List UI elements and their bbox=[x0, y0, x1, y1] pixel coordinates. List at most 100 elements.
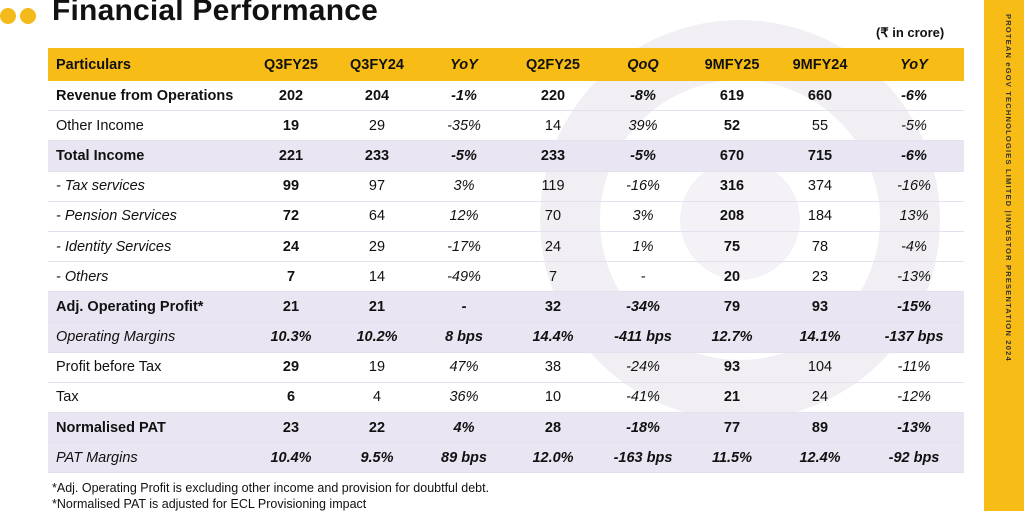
row-label: Revenue from Operations bbox=[48, 81, 248, 112]
cell: 3% bbox=[598, 201, 688, 232]
table-row: PAT Margins 10.4% 9.5% 89 bps 12.0% -163… bbox=[48, 442, 964, 474]
cell: 14 bbox=[334, 261, 420, 293]
cell: 99 bbox=[248, 171, 334, 202]
table-row: Revenue from Operations 202 204 -1% 220 … bbox=[48, 81, 964, 112]
table-row: Profit before Tax 29 19 47% 38 -24% 93 1… bbox=[48, 352, 964, 383]
cell: 24 bbox=[248, 231, 334, 263]
header-yoy-9m: YoY bbox=[864, 48, 964, 81]
cell: -6% bbox=[864, 140, 964, 172]
cell: 10.4% bbox=[248, 442, 334, 474]
table-header-row: Particulars Q3FY25 Q3FY24 YoY Q2FY25 QoQ… bbox=[48, 48, 964, 81]
cell: 19 bbox=[248, 110, 334, 142]
cell: 9.5% bbox=[334, 442, 420, 474]
cell: 184 bbox=[776, 201, 864, 232]
cell: 32 bbox=[508, 291, 598, 323]
cell: -11% bbox=[864, 352, 964, 383]
cell: 12.4% bbox=[776, 442, 864, 474]
header-q2fy25: Q2FY25 bbox=[508, 48, 598, 81]
cell: 11.5% bbox=[688, 442, 776, 474]
cell: 23 bbox=[248, 412, 334, 444]
table-row: Operating Margins 10.3% 10.2% 8 bps 14.4… bbox=[48, 322, 964, 353]
table-row: Normalised PAT 23 22 4% 28 -18% 77 89 -1… bbox=[48, 412, 964, 444]
cell: -16% bbox=[864, 171, 964, 202]
cell: 93 bbox=[776, 291, 864, 323]
cell: 39% bbox=[598, 110, 688, 142]
header-9mfy24: 9MFY24 bbox=[776, 48, 864, 81]
cell: 19 bbox=[334, 352, 420, 383]
cell: -18% bbox=[598, 412, 688, 444]
cell: 6 bbox=[248, 382, 334, 414]
cell: 64 bbox=[334, 201, 420, 232]
cell: 21 bbox=[688, 382, 776, 414]
cell: 97 bbox=[334, 171, 420, 202]
header-q3fy24: Q3FY24 bbox=[334, 48, 420, 81]
header-particulars: Particulars bbox=[48, 48, 248, 81]
header-yoy-quarter: YoY bbox=[420, 48, 508, 81]
cell: 14 bbox=[508, 110, 598, 142]
cell: -49% bbox=[420, 261, 508, 293]
cell: 7 bbox=[508, 261, 598, 293]
table-row: - Pension Services 72 64 12% 70 3% 208 1… bbox=[48, 201, 964, 232]
cell: 89 bps bbox=[420, 442, 508, 474]
footnotes: *Adj. Operating Profit is excluding othe… bbox=[52, 480, 489, 512]
cell: 22 bbox=[334, 412, 420, 444]
cell: 7 bbox=[248, 261, 334, 293]
row-label: Other Income bbox=[48, 110, 248, 142]
cell: -13% bbox=[864, 412, 964, 444]
cell: 233 bbox=[334, 140, 420, 172]
table-row: - Identity Services 24 29 -17% 24 1% 75 … bbox=[48, 231, 964, 263]
cell: 21 bbox=[248, 291, 334, 323]
table-row: Total Income 221 233 -5% 233 -5% 670 715… bbox=[48, 140, 964, 172]
cell: -34% bbox=[598, 291, 688, 323]
cell: 619 bbox=[688, 81, 776, 112]
cell: 23 bbox=[776, 261, 864, 293]
row-label: - Identity Services bbox=[48, 231, 248, 263]
cell: 3% bbox=[420, 171, 508, 202]
cell: -16% bbox=[598, 171, 688, 202]
cell: 233 bbox=[508, 140, 598, 172]
cell: -35% bbox=[420, 110, 508, 142]
cell: 12.0% bbox=[508, 442, 598, 474]
cell: 715 bbox=[776, 140, 864, 172]
cell: 204 bbox=[334, 81, 420, 112]
cell: 29 bbox=[334, 110, 420, 142]
cell: 660 bbox=[776, 81, 864, 112]
cell: -1% bbox=[420, 81, 508, 112]
cell: - bbox=[420, 291, 508, 323]
cell: 14.1% bbox=[776, 322, 864, 353]
cell: 8 bps bbox=[420, 322, 508, 353]
cell: 29 bbox=[248, 352, 334, 383]
cell: 14.4% bbox=[508, 322, 598, 353]
cell: 78 bbox=[776, 231, 864, 263]
cell: -8% bbox=[598, 81, 688, 112]
row-label: Normalised PAT bbox=[48, 412, 248, 444]
row-label: Total Income bbox=[48, 140, 248, 172]
cell: 13% bbox=[864, 201, 964, 232]
cell: 202 bbox=[248, 81, 334, 112]
table-row: Adj. Operating Profit* 21 21 - 32 -34% 7… bbox=[48, 291, 964, 323]
cell: 104 bbox=[776, 352, 864, 383]
cell: 93 bbox=[688, 352, 776, 383]
unit-note: (₹ in crore) bbox=[876, 25, 945, 40]
sidebar-caption: PROTEAN eGOV TECHNOLOGIES LIMITED |INVES… bbox=[1004, 14, 1013, 362]
cell: -163 bps bbox=[598, 442, 688, 474]
cell: -17% bbox=[420, 231, 508, 263]
cell: 10 bbox=[508, 382, 598, 414]
cell: 89 bbox=[776, 412, 864, 444]
cell: 24 bbox=[508, 231, 598, 263]
cell: -4% bbox=[864, 231, 964, 263]
cell: 79 bbox=[688, 291, 776, 323]
financial-table: Particulars Q3FY25 Q3FY24 YoY Q2FY25 QoQ… bbox=[48, 48, 964, 474]
cell: -41% bbox=[598, 382, 688, 414]
cell: -15% bbox=[864, 291, 964, 323]
sidebar-band bbox=[984, 0, 1024, 511]
cell: 38 bbox=[508, 352, 598, 383]
cell: 47% bbox=[420, 352, 508, 383]
table-row: Tax 6 4 36% 10 -41% 21 24 -12% bbox=[48, 382, 964, 414]
cell: 75 bbox=[688, 231, 776, 263]
cell: -5% bbox=[598, 140, 688, 172]
cell: 374 bbox=[776, 171, 864, 202]
row-label: Adj. Operating Profit* bbox=[48, 291, 248, 323]
cell: 316 bbox=[688, 171, 776, 202]
header-q3fy25: Q3FY25 bbox=[248, 48, 334, 81]
